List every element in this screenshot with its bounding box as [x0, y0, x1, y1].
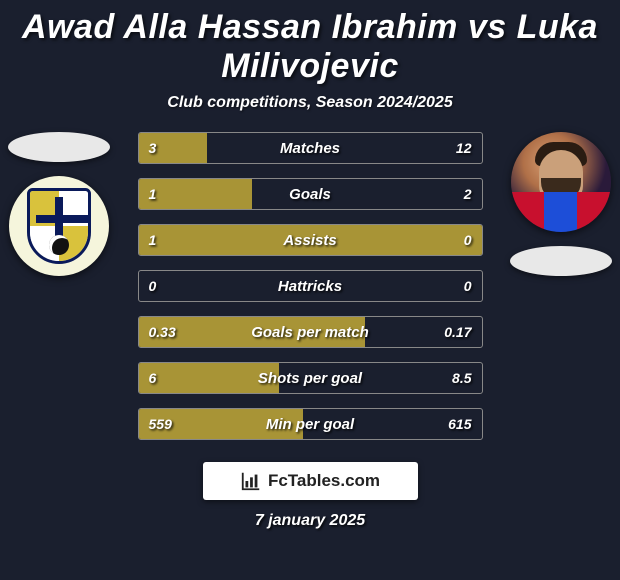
- comparison-date: 7 january 2025: [0, 512, 620, 530]
- stat-label: Hattricks: [139, 271, 482, 301]
- site-name: FcTables.com: [268, 471, 380, 491]
- comparison-main: 3Matches121Goals21Assists00Hattricks00.3…: [0, 132, 620, 440]
- stat-row: 6Shots per goal8.5: [138, 362, 483, 394]
- stat-bars: 3Matches121Goals21Assists00Hattricks00.3…: [138, 132, 483, 440]
- stat-value-right: 8.5: [442, 363, 481, 393]
- stat-row: 3Matches12: [138, 132, 483, 164]
- stat-row: 1Goals2: [138, 178, 483, 210]
- stat-label: Goals: [139, 179, 482, 209]
- player-right-flag: [510, 246, 612, 276]
- stat-value-right: 615: [438, 409, 481, 439]
- comparison-title: Awad Alla Hassan Ibrahim vs Luka Milivoj…: [0, 0, 620, 90]
- stat-row: 0.33Goals per match0.17: [138, 316, 483, 348]
- player-left-avatar: [9, 176, 109, 276]
- stat-row: 559Min per goal615: [138, 408, 483, 440]
- comparison-subtitle: Club competitions, Season 2024/2025: [0, 94, 620, 112]
- club-crest-icon: [27, 188, 91, 264]
- stat-label: Matches: [139, 133, 482, 163]
- stat-row: 0Hattricks0: [138, 270, 483, 302]
- stat-row: 1Assists0: [138, 224, 483, 256]
- stat-value-right: 0.17: [434, 317, 481, 347]
- player-left-flag: [8, 132, 110, 162]
- stat-label: Shots per goal: [139, 363, 482, 393]
- stat-label: Goals per match: [139, 317, 482, 347]
- player-right-column: [506, 132, 616, 276]
- stat-value-right: 2: [454, 179, 482, 209]
- stat-label: Min per goal: [139, 409, 482, 439]
- player-left-column: [4, 132, 114, 276]
- stat-value-right: 12: [446, 133, 482, 163]
- stat-label: Assists: [139, 225, 482, 255]
- player-right-avatar: [511, 132, 611, 232]
- stat-value-right: 0: [454, 225, 482, 255]
- chart-icon: [240, 470, 262, 492]
- site-badge: FcTables.com: [203, 462, 418, 500]
- stat-value-right: 0: [454, 271, 482, 301]
